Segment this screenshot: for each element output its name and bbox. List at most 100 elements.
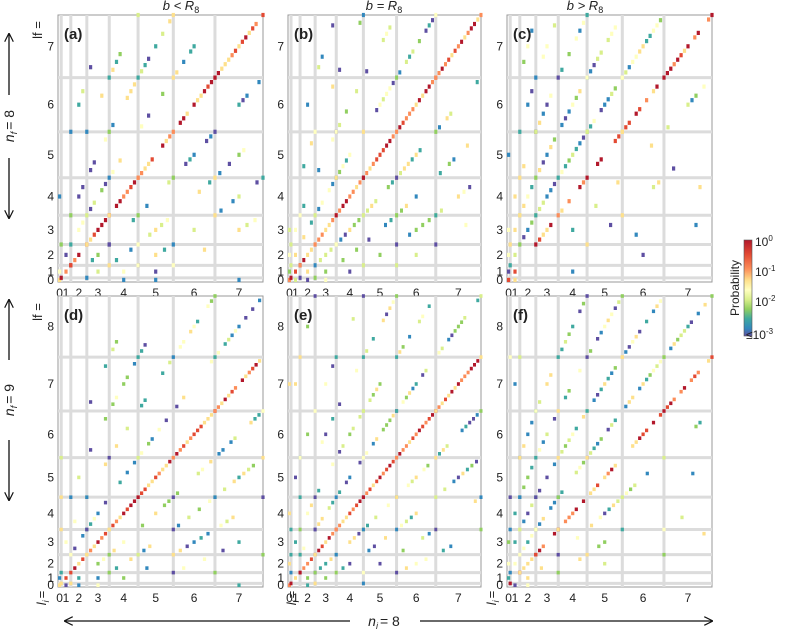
heatmap-cell (599, 157, 603, 162)
heatmap-cell (534, 175, 538, 180)
heatmap-cell (560, 67, 564, 72)
heatmap-cell (452, 157, 456, 162)
heatmap-cell (526, 576, 530, 580)
heatmap-cell (341, 566, 345, 570)
heatmap-cell (294, 269, 297, 274)
heatmap-cell (672, 342, 676, 346)
heatmap-cell (327, 222, 331, 228)
heatmap-cell (192, 227, 196, 232)
heatmap-cell (358, 20, 362, 25)
y-tick-label: 7 (277, 377, 284, 391)
row-axis-lf-label-1: lf = (30, 21, 45, 39)
heatmap-cell (475, 459, 478, 464)
x-tick-label: 0 (505, 286, 512, 300)
heatmap-cell (563, 164, 568, 169)
x-tick-label: 7 (455, 286, 462, 300)
heatmap-cell (375, 108, 379, 113)
heatmap-cell (624, 404, 628, 409)
heatmap-cell (344, 515, 348, 520)
heatmap-cell (355, 247, 359, 252)
heatmap-cell (431, 80, 434, 85)
heatmap-cell (508, 527, 512, 532)
y-tick-label: 2 (47, 557, 54, 571)
heatmap-cell (552, 462, 557, 467)
heatmap-cell (361, 355, 365, 359)
heatmap-cell (518, 495, 522, 499)
heatmap-cell (507, 252, 511, 257)
heatmap-cell (585, 75, 589, 80)
heatmap-cell (574, 426, 578, 431)
y-tick-label: 5 (47, 148, 54, 162)
heatmap-cell (541, 516, 545, 521)
heatmap-cell (118, 199, 122, 204)
heatmap-cell (414, 382, 418, 386)
colorbar-tick-4: ≤10-3 (746, 327, 774, 342)
heatmap-cell (294, 227, 297, 232)
panel-letter: (a) (64, 26, 82, 43)
heatmap-cell (401, 448, 405, 452)
heatmap-cell (160, 222, 164, 228)
heatmap-cell (227, 161, 231, 166)
heatmap-cell (69, 581, 73, 586)
heatmap-cell (313, 275, 317, 280)
bottom-axis-ni-label: ni = 8 (368, 613, 400, 631)
heatmap-cell (357, 218, 361, 223)
heatmap-cell (631, 444, 635, 448)
heatmap-cell (388, 86, 392, 91)
x-tick-label: 4 (569, 286, 576, 300)
heatmap-cell (107, 129, 111, 134)
heatmap-cell (261, 12, 265, 18)
heatmap-cell (530, 420, 534, 425)
heatmap-cell (313, 581, 317, 586)
heatmap-cell (634, 54, 638, 59)
heatmap-cell (103, 417, 108, 421)
heatmap-cell (288, 561, 291, 566)
heatmap-cell (85, 213, 89, 218)
heatmap-cell (395, 294, 399, 298)
heatmap-cell (651, 28, 656, 33)
heatmap-cell (361, 129, 365, 134)
heatmap-cell (85, 275, 89, 280)
heatmap-cell (309, 503, 313, 508)
heatmap-cell (507, 540, 511, 544)
heatmap-cell (317, 237, 321, 242)
heatmap-cell (367, 237, 371, 242)
heatmap-cell (434, 409, 438, 413)
y-tick-label: 6 (496, 427, 503, 441)
y-tick-label: 8 (47, 320, 54, 334)
heatmap-cell (240, 378, 244, 382)
y-tick-label: 5 (47, 470, 54, 484)
heatmap-cell (447, 161, 451, 166)
heatmap-cell (90, 258, 94, 263)
heatmap-cell (585, 294, 589, 298)
heatmap-cell (545, 382, 549, 386)
heatmap-cell (385, 467, 389, 472)
heatmap-cell (344, 158, 348, 163)
heatmap-cell (223, 342, 227, 346)
heatmap-cell (472, 417, 475, 421)
heatmap-cell (313, 552, 317, 557)
heatmap-cell (424, 28, 428, 33)
heatmap-cell (306, 277, 310, 282)
heatmap-cell (662, 552, 666, 557)
heatmap-cell (334, 355, 338, 359)
heatmap-cell (331, 137, 335, 142)
heatmap-cell (89, 548, 93, 553)
heatmap-cell (365, 349, 369, 353)
heatmap-cell (627, 65, 631, 70)
heatmap-cell (507, 277, 511, 282)
heatmap-cell (620, 75, 624, 80)
heatmap-cell (209, 359, 214, 364)
heatmap-cell (329, 557, 333, 561)
heatmap-cell (631, 59, 635, 64)
heatmap-cell (140, 124, 144, 129)
heatmap-cell (662, 455, 666, 460)
heatmap-cell (348, 269, 352, 274)
heatmap-cell (672, 397, 676, 402)
heatmap-cell (461, 471, 465, 476)
heatmap-cell (610, 31, 614, 36)
heatmap-cell (233, 329, 238, 333)
heatmap-cell (655, 23, 659, 28)
heatmap-cell (154, 227, 158, 232)
heatmap-cell (298, 570, 302, 575)
